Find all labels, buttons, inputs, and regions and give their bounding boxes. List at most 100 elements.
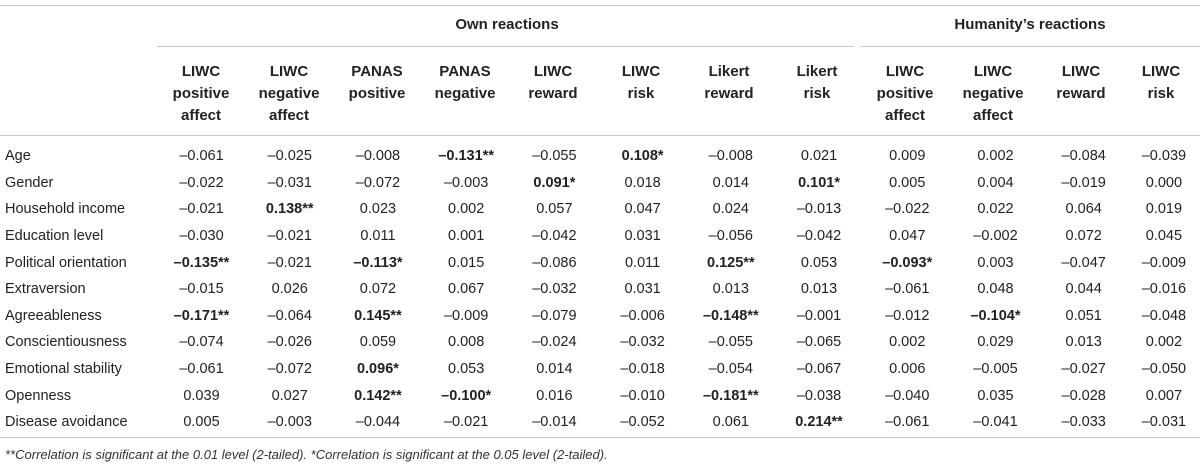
table-cell: –0.084 <box>1061 148 1106 165</box>
table-cell: 0.072 <box>359 281 397 298</box>
table-cell: 0.019 <box>1145 201 1183 218</box>
table-cell: –0.028 <box>1061 387 1106 404</box>
row-label: Agreeableness <box>5 307 102 324</box>
table-cell: 0.021 <box>800 148 838 165</box>
table-cell: –0.181** <box>702 387 759 404</box>
table-cell: –0.113* <box>353 254 403 271</box>
column-header-line: reward <box>704 85 754 102</box>
table-cell: 0.011 <box>624 254 661 271</box>
table-cell: –0.022 <box>885 201 930 218</box>
table-cell: –0.056 <box>708 228 753 245</box>
table-row: Extraversion –0.015 0.026 0.072 0.067 –0.032 0… <box>0 276 1200 303</box>
table-cell: 0.045 <box>1145 228 1183 245</box>
table-cell: –0.038 <box>796 387 842 404</box>
table-cell: 0.006 <box>889 361 926 378</box>
table-cell: 0.013 <box>800 281 838 298</box>
table-cell: 0.015 <box>448 254 485 271</box>
column-header-line: negative <box>434 85 496 102</box>
table-cell: –0.079 <box>532 307 577 324</box>
table-cell: 0.008 <box>448 334 485 351</box>
table-cell: –0.014 <box>532 414 577 431</box>
table-cell: –0.003 <box>267 414 312 431</box>
table-cell: 0.214** <box>795 414 843 431</box>
column-header-line: LIWC <box>181 63 221 80</box>
table-cell: –0.021 <box>267 228 312 245</box>
table-cell: –0.018 <box>620 361 665 378</box>
table-cell: –0.015 <box>179 281 224 298</box>
column-header-line: risk <box>627 85 655 102</box>
row-label: Age <box>5 148 31 165</box>
table-cell: 0.072 <box>1065 228 1102 245</box>
column-header: PANAS negative <box>421 61 509 105</box>
column-header-line: positive <box>348 85 406 102</box>
table-row: Gender –0.022 –0.031 –0.072 –0.003 0.091* 0.01… <box>0 170 1200 197</box>
table-cell: –0.003 <box>443 174 489 191</box>
bottom-rule <box>0 437 1200 438</box>
table-cell: –0.005 <box>973 361 1018 378</box>
table-row: Openness 0.039 0.027 0.142** –0.100* 0.016 –0.… <box>0 382 1200 409</box>
column-header-line: LIWC <box>1141 63 1181 80</box>
table-cell: –0.040 <box>885 387 930 404</box>
table-cell: 0.064 <box>1065 201 1102 218</box>
column-header: Likert risk <box>773 61 861 105</box>
row-label: Conscientiousness <box>5 334 127 351</box>
row-label: Education level <box>5 228 104 245</box>
table-cell: –0.006 <box>620 307 665 324</box>
table-cell: –0.002 <box>973 228 1018 245</box>
column-header-line: LIWC <box>269 63 309 80</box>
row-label: Disease avoidance <box>5 414 128 431</box>
table-cell: –0.032 <box>532 281 577 298</box>
table-cell: 0.125** <box>707 254 755 271</box>
table-cell: –0.041 <box>973 414 1018 431</box>
column-header-line: affect <box>884 107 925 124</box>
table-cell: 0.048 <box>977 281 1014 298</box>
table-row: Conscientiousness –0.074 –0.026 0.059 0.008 –… <box>0 329 1200 356</box>
table-cell: –0.048 <box>1141 307 1187 324</box>
table-cell: –0.072 <box>355 174 401 191</box>
table-cell: –0.032 <box>620 334 665 351</box>
table-cell: –0.072 <box>267 361 312 378</box>
table-cell: 0.138** <box>265 201 314 218</box>
table-cell: 0.026 <box>271 281 308 298</box>
table-cell: –0.061 <box>885 414 930 431</box>
table-cell: –0.044 <box>355 414 401 431</box>
table-cell: 0.013 <box>712 281 749 298</box>
column-header-line: LIWC <box>533 63 573 80</box>
top-rule <box>0 5 1200 6</box>
table-cell: –0.019 <box>1061 174 1106 191</box>
column-header-line: affect <box>180 107 221 124</box>
table-cell: –0.008 <box>355 148 401 165</box>
table-cell: –0.135** <box>173 254 230 271</box>
table-cell: 0.031 <box>624 281 661 298</box>
group-humanity-rule <box>860 46 1200 47</box>
table-cell: –0.104* <box>970 307 1021 324</box>
header-rule <box>0 135 1200 136</box>
table-cell: 0.002 <box>1145 334 1183 351</box>
table-cell: –0.131** <box>438 148 494 165</box>
table-cell: 0.000 <box>1145 174 1183 191</box>
table-cell: –0.067 <box>796 361 842 378</box>
table-cell: –0.047 <box>1061 254 1106 271</box>
column-header-line: PANAS <box>351 63 403 80</box>
table-cell: –0.009 <box>443 307 489 324</box>
table-cell: –0.050 <box>1141 361 1187 378</box>
table-cell: –0.008 <box>708 148 753 165</box>
table-cell: –0.055 <box>708 334 753 351</box>
column-header-line: LIWC <box>885 63 925 80</box>
column-header: LIWC risk <box>1125 61 1197 105</box>
table-cell: –0.001 <box>796 307 842 324</box>
column-header-line: LIWC <box>973 63 1013 80</box>
table-cell: 0.004 <box>977 174 1014 191</box>
table-cell: –0.065 <box>796 334 842 351</box>
column-header-line: negative <box>962 85 1024 102</box>
table-cell: –0.009 <box>1141 254 1187 271</box>
column-header: PANAS positive <box>333 61 421 105</box>
column-header-line: affect <box>972 107 1013 124</box>
table-cell: 0.024 <box>712 201 749 218</box>
table-cell: –0.012 <box>885 307 930 324</box>
table-cell: –0.086 <box>532 254 577 271</box>
group-own-rule <box>157 46 854 47</box>
table-cell: –0.021 <box>267 254 312 271</box>
table-cell: 0.029 <box>977 334 1014 351</box>
table-cell: 0.096* <box>356 361 399 378</box>
